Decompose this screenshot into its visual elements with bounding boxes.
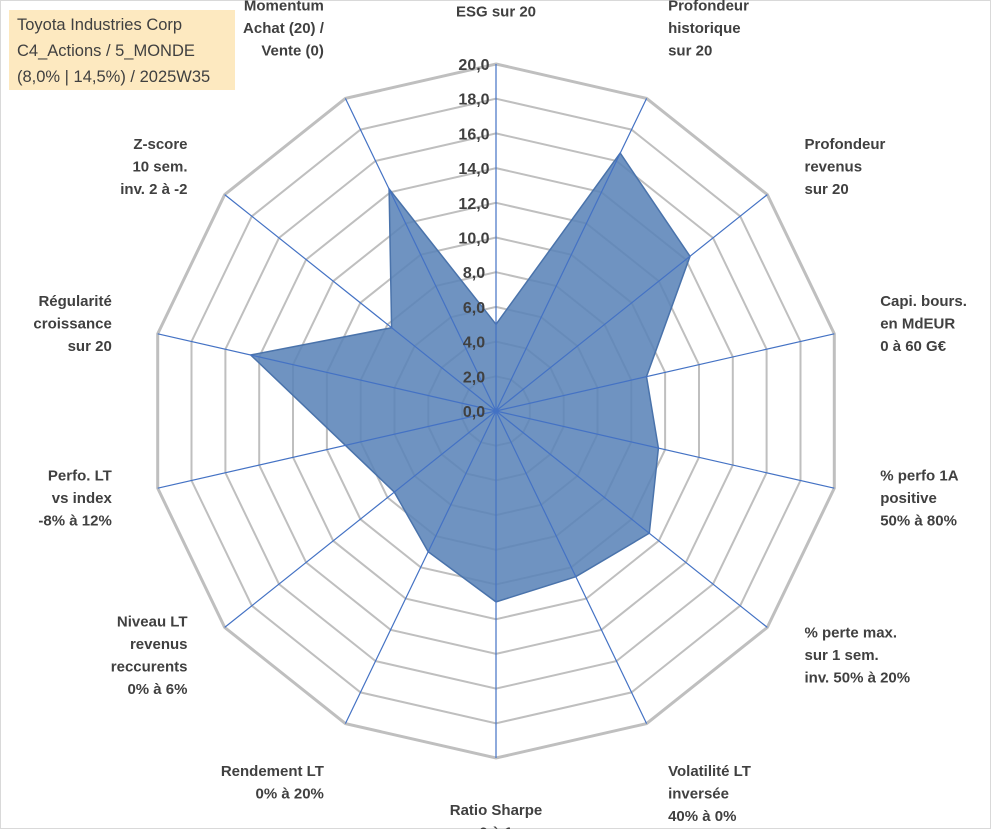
axis-spoke bbox=[495, 333, 835, 412]
axis-spoke bbox=[495, 410, 648, 724]
tick-label: 4,0 bbox=[463, 335, 485, 352]
tick-label: 18,0 bbox=[458, 92, 489, 109]
axis-label: Ratio Sharpe0 à 1 bbox=[450, 802, 543, 829]
axis-spoke bbox=[157, 410, 497, 489]
axis-label: Momentum Achat (20) / Vente (0) bbox=[243, 0, 325, 59]
info-line-category: C4_Actions / 5_MONDE bbox=[17, 42, 195, 60]
axis-label: Profondeur revenus sur 20 bbox=[805, 136, 886, 198]
axis-spoke bbox=[224, 194, 497, 412]
axis-spoke bbox=[224, 410, 497, 628]
tick-label: 16,0 bbox=[458, 126, 489, 143]
axis-label: Régularité croissance sur 20 bbox=[33, 293, 111, 355]
axis-spoke bbox=[157, 333, 497, 412]
info-box: Toyota Industries Corp C4_Actions / 5_MO… bbox=[9, 10, 235, 90]
info-line-stats: (8,0% | 14,5%) / 2025W35 bbox=[17, 68, 211, 86]
axis-label: Capi. bours. en MdEUR 0 à 60 G€ bbox=[880, 293, 967, 355]
axis-spoke bbox=[495, 98, 648, 412]
info-line-company: Toyota Industries Corp bbox=[17, 16, 183, 34]
axis-label: Z-score 10 sem. inv. 2 à -2 bbox=[120, 136, 187, 198]
axis-label: Rendement LT 0% à 20% bbox=[221, 763, 324, 803]
tick-label: 8,0 bbox=[463, 265, 485, 282]
tick-label: 12,0 bbox=[458, 196, 489, 213]
tick-label: 20,0 bbox=[458, 57, 489, 74]
axis-spoke bbox=[495, 194, 768, 412]
axis-spoke bbox=[495, 410, 768, 628]
axis-label: % perte max. sur 1 sem. inv. 50% à 20% bbox=[805, 625, 911, 687]
tick-label: 14,0 bbox=[458, 161, 489, 178]
axis-spoke bbox=[344, 410, 497, 724]
axis-label: Volatilité LT inversée 40% à 0% bbox=[668, 763, 751, 825]
axis-label: % perfo 1A positive 50% à 80% bbox=[880, 468, 959, 530]
axis-label: Perfo. LT vs index -8% à 12% bbox=[38, 468, 112, 530]
tick-label: 6,0 bbox=[463, 300, 485, 317]
tick-label: 0,0 bbox=[463, 404, 485, 421]
axis-label: Profondeur historique sur 20 bbox=[668, 0, 749, 59]
axis-label: Niveau LT revenus reccurents 0% à 6% bbox=[111, 613, 188, 698]
tick-label: 10,0 bbox=[458, 231, 489, 248]
axis-label: NoteESG sur 20 bbox=[456, 0, 536, 21]
axis-spoke bbox=[344, 98, 497, 412]
tick-label: 2,0 bbox=[463, 369, 485, 386]
axis-spoke bbox=[495, 410, 835, 489]
